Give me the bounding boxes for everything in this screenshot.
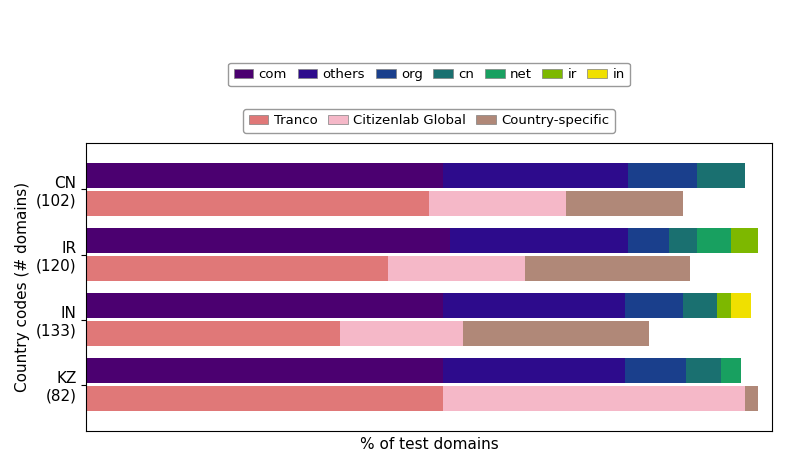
Bar — [86, 228, 449, 253]
Bar — [449, 228, 628, 253]
Bar — [86, 256, 388, 281]
Bar — [86, 163, 443, 188]
Bar — [86, 191, 429, 216]
Bar — [721, 359, 741, 383]
Bar — [443, 163, 628, 188]
X-axis label: % of test domains: % of test domains — [360, 437, 498, 452]
Bar — [628, 228, 669, 253]
Bar — [731, 293, 752, 318]
Bar — [566, 191, 683, 216]
Y-axis label: Country codes (# domains): Country codes (# domains) — [15, 182, 30, 392]
Bar — [717, 293, 731, 318]
Bar — [745, 387, 759, 411]
Legend: Tranco, Citizenlab Global, Country-specific: Tranco, Citizenlab Global, Country-speci… — [243, 109, 615, 133]
Bar — [443, 293, 625, 318]
Bar — [628, 163, 696, 188]
Bar — [429, 191, 566, 216]
Bar — [683, 293, 717, 318]
Bar — [625, 293, 683, 318]
Bar — [86, 359, 443, 383]
Bar — [443, 387, 745, 411]
Bar — [86, 387, 443, 411]
Bar — [696, 228, 731, 253]
Bar — [86, 321, 340, 346]
Bar — [731, 228, 759, 253]
Bar — [686, 359, 721, 383]
Bar — [669, 228, 696, 253]
Bar — [86, 293, 443, 318]
Bar — [464, 321, 648, 346]
Bar — [625, 359, 686, 383]
Bar — [388, 256, 525, 281]
Bar — [696, 163, 745, 188]
Bar — [340, 321, 464, 346]
Bar — [525, 256, 689, 281]
Bar — [443, 359, 625, 383]
